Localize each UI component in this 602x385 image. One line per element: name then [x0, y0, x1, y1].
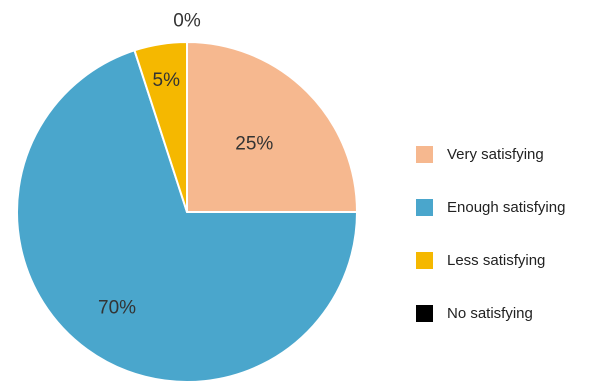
pie-slice-less-satisfying [133, 40, 188, 213]
legend: Very satisfying Enough satisfying Less s… [416, 142, 602, 354]
data-label-very-satisfying: 25% [235, 134, 273, 155]
pie-slice-very-satisfying [186, 40, 359, 213]
legend-swatch-less-satisfying [416, 251, 433, 269]
legend-label-no-satisfying: No satisfying [447, 304, 533, 322]
legend-swatch-very-satisfying [416, 145, 433, 163]
legend-item-enough-satisfying: Enough satisfying [416, 195, 602, 219]
legend-swatch-enough-satisfying [416, 198, 433, 216]
legend-item-very-satisfying: Very satisfying [416, 142, 602, 166]
data-label-no-satisfying: 0% [173, 11, 201, 32]
legend-item-no-satisfying: No satisfying [416, 301, 602, 325]
legend-label-enough-satisfying: Enough satisfying [447, 198, 566, 216]
data-label-enough-satisfying: 70% [98, 297, 136, 318]
legend-label-less-satisfying: Less satisfying [447, 251, 546, 269]
pie-slices [16, 40, 359, 383]
data-label-less-satisfying: 5% [153, 70, 181, 91]
pie-slice-enough-satisfying [16, 49, 359, 383]
legend-swatch-no-satisfying [416, 304, 433, 322]
legend-item-less-satisfying: Less satisfying [416, 248, 602, 272]
pie-data-labels: 25% 70% 5% 0% [98, 11, 273, 319]
legend-label-very-satisfying: Very satisfying [447, 145, 544, 163]
